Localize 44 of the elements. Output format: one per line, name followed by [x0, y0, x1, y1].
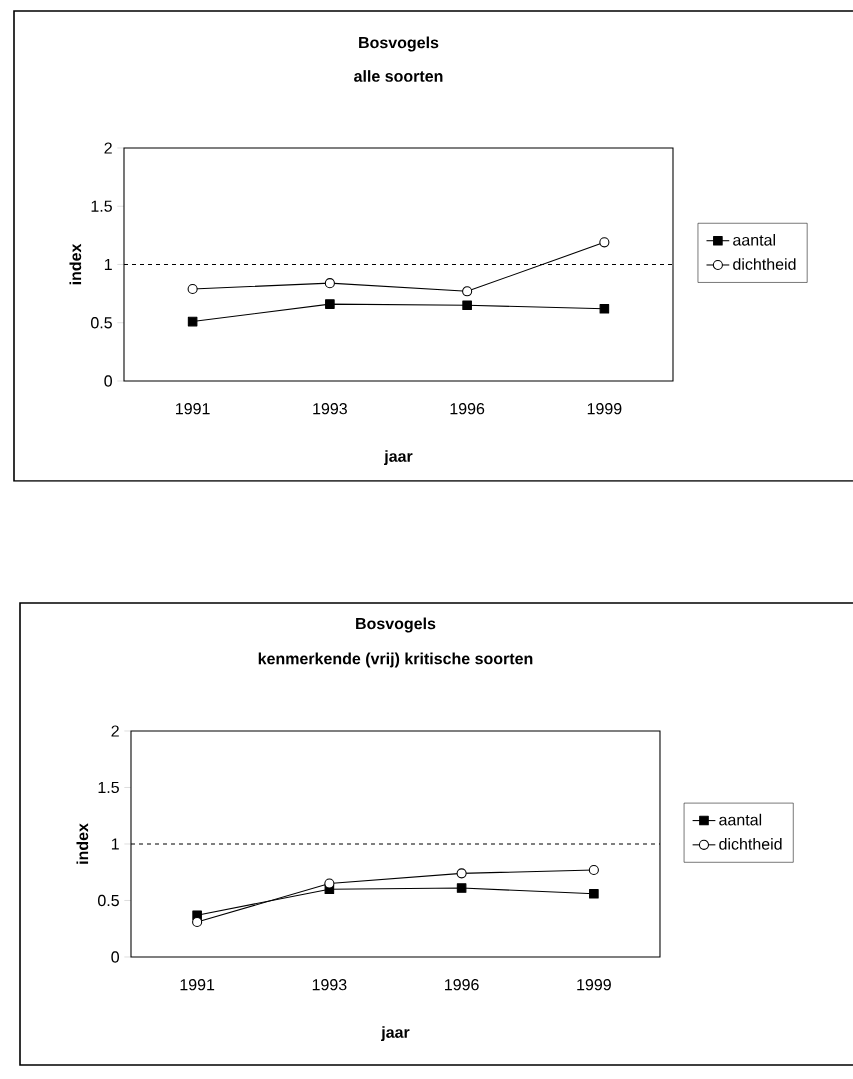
- point: [462, 300, 472, 311]
- legend-label: aantal: [719, 813, 762, 826]
- y-tick-label: 0: [111, 951, 119, 963]
- y-tick-label: 1: [111, 838, 119, 850]
- point: [456, 883, 467, 893]
- point: [589, 888, 599, 899]
- x-tick-label: 1996: [445, 979, 479, 991]
- point: [599, 237, 610, 248]
- x-tick-label: 1999: [587, 403, 622, 415]
- point: [192, 916, 203, 928]
- point: [187, 283, 198, 295]
- x-tick-label: 1991: [176, 403, 210, 415]
- point: [187, 316, 198, 327]
- y-tick-label: 0: [104, 375, 112, 387]
- chart-subtitle: alle soorten: [354, 70, 443, 82]
- chart-subtitle: kenmerkende (vrij) kritische soorten: [258, 652, 533, 668]
- y-tick-label: 1.5: [98, 781, 119, 794]
- y-tick-label: 2: [111, 725, 119, 737]
- y-tick-label: 1: [104, 259, 112, 270]
- x-axis-title: jaar: [384, 450, 413, 466]
- point: [588, 864, 599, 876]
- x-tick-label: 1999: [577, 979, 611, 991]
- legend-label: aantal: [733, 233, 775, 246]
- x-axis-title: jaar: [381, 1026, 410, 1042]
- legend-label: dichtheid: [719, 838, 782, 850]
- point: [324, 278, 335, 289]
- chart-title: Bosvogels: [359, 36, 439, 52]
- y-axis-title: index: [76, 823, 89, 864]
- x-tick-label: 1996: [450, 403, 485, 415]
- y-tick-label: 0.5: [91, 317, 112, 329]
- point: [456, 868, 467, 879]
- chart-title: Bosvogels: [356, 617, 436, 633]
- x-tick-label: 1991: [180, 979, 215, 991]
- point: [599, 303, 610, 314]
- point: [325, 299, 335, 309]
- x-tick-label: 1993: [312, 979, 347, 991]
- point: [324, 878, 335, 889]
- x-tick-label: 1993: [313, 403, 347, 415]
- legend-label: dichtheid: [733, 258, 796, 270]
- y-axis-title: index: [69, 243, 82, 285]
- y-tick-label: 1.5: [91, 200, 112, 212]
- y-tick-label: 0.5: [98, 894, 119, 907]
- y-tick-label: 2: [104, 142, 112, 154]
- point: [462, 286, 473, 297]
